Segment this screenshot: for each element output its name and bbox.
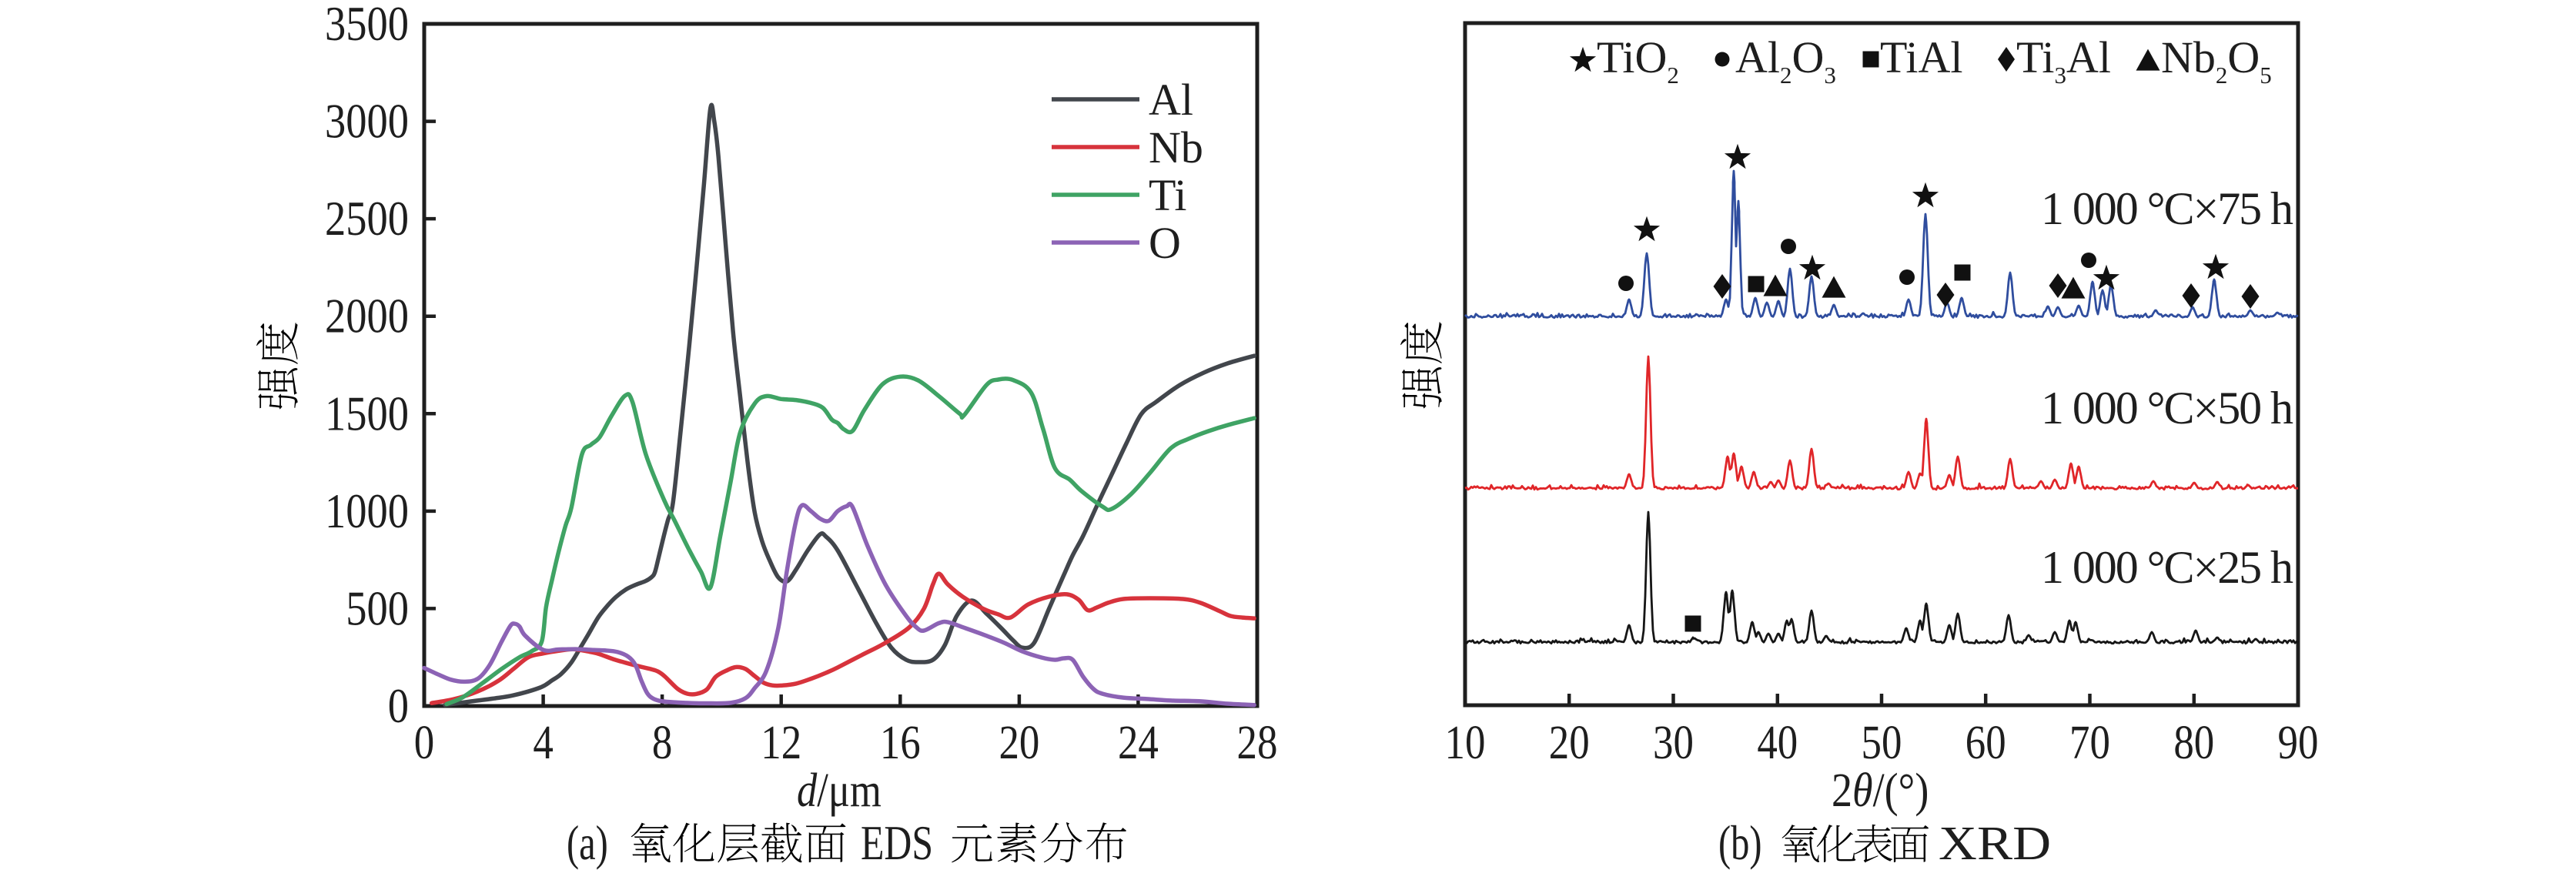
svg-text:60: 60 [1965,715,2006,769]
svg-text:0: 0 [414,715,434,769]
svg-text:28: 28 [1237,715,1278,769]
svg-text:3000: 3000 [325,95,409,149]
svg-text:20: 20 [999,715,1039,769]
svg-text:d/μm: d/μm [797,763,882,818]
svg-text:(b): (b) [1718,817,1762,870]
svg-text:8: 8 [652,715,672,769]
svg-text:50: 50 [1862,715,1902,769]
svg-text:70: 70 [2069,715,2110,769]
svg-text:12: 12 [761,715,801,769]
svg-text:1000: 1000 [325,484,409,538]
svg-text:20: 20 [1549,715,1590,769]
svg-text:2000: 2000 [325,289,409,343]
svg-text:EDS: EDS [861,817,933,870]
svg-text:3500: 3500 [325,0,409,51]
svg-text:1500: 1500 [325,387,409,441]
svg-text:TiO2​: TiO2​ [1597,32,1679,89]
svg-text:1 000 °C×75 h: 1 000 °C×75 h [2041,183,2293,234]
svg-text:80: 80 [2173,715,2214,769]
svg-text:40: 40 [1757,715,1798,769]
svg-text:0: 0 [388,679,409,733]
svg-text:2500: 2500 [325,192,409,246]
svg-text:4: 4 [533,715,553,769]
svg-text:TiAl: TiAl [1880,32,1963,82]
svg-text:(a): (a) [567,817,608,870]
svg-text:24: 24 [1118,715,1159,769]
svg-text:30: 30 [1653,715,1694,769]
svg-text:1 000 °C×25 h: 1 000 °C×25 h [2041,542,2293,593]
svg-text:O: O [1149,218,1181,268]
svg-text:10: 10 [1445,715,1486,769]
svg-text:Al: Al [1149,75,1193,125]
svg-text:90: 90 [2278,715,2319,769]
svg-text:16: 16 [880,715,921,769]
svg-text:XRD: XRD [1939,817,2051,870]
svg-text:Nb: Nb [1149,122,1203,172]
svg-text:1 000 °C×50 h: 1 000 °C×50 h [2041,383,2293,433]
svg-text:Ti: Ti [1149,170,1187,220]
svg-text:2θ/(°): 2θ/(°) [1832,763,1929,817]
svg-text:500: 500 [346,582,409,636]
